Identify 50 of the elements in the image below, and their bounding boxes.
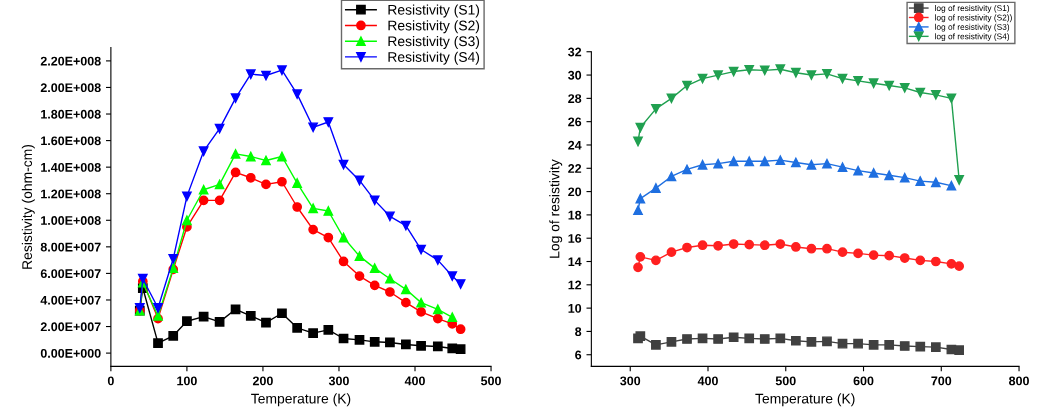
x-tick-label: 400 xyxy=(697,376,718,386)
y-tick-label: 1.60E+008 xyxy=(41,136,101,146)
y-tick-label: 8.00E+007 xyxy=(40,242,101,252)
y-tick-label: 18 xyxy=(568,210,582,220)
x-tick-label: 300 xyxy=(328,376,349,386)
y-tick-label: 16 xyxy=(568,234,582,243)
y-axis-title: Resistivity (ohm-cm) xyxy=(21,144,35,269)
y-tick-label: 1.80E+008 xyxy=(41,109,101,119)
y-tick-label: 6 xyxy=(575,350,582,360)
x-tick-label: 800 xyxy=(1009,376,1029,386)
legend-label: log of resistivity (S2)) xyxy=(935,14,1012,23)
legend-label: Resistivity (S1) xyxy=(388,4,480,18)
x-tick-label: 600 xyxy=(853,376,874,386)
y-tick-label: 12 xyxy=(568,280,582,290)
y-tick-label: 28 xyxy=(568,94,582,104)
y-tick-label: 6.00E+007 xyxy=(40,269,101,279)
x-tick-label: 700 xyxy=(931,376,952,386)
legend-label: Resistivity (S3) xyxy=(388,35,480,49)
x-tick-label: 100 xyxy=(177,376,197,386)
y-axis-title: Log of resistivity xyxy=(549,159,563,258)
y-tick-label: 2.00E+008 xyxy=(40,83,101,93)
x-tick-label: 400 xyxy=(404,376,425,386)
y-tick-label: 4.00E+007 xyxy=(40,295,101,305)
y-tick-label: 14 xyxy=(568,257,582,267)
y-tick-label: 26 xyxy=(568,117,582,127)
x-tick-label: 300 xyxy=(620,376,641,386)
y-tick-label: 24 xyxy=(568,140,582,150)
y-tick-label: 22 xyxy=(568,164,582,173)
x-tick-label: 200 xyxy=(252,376,273,386)
legend-label: Resistivity (S4) xyxy=(388,51,480,65)
x-tick-label: 500 xyxy=(775,376,796,386)
legend-label: log of resistivity (S4) xyxy=(935,33,1010,41)
y-tick-label: 0.00E+000 xyxy=(40,348,101,358)
y-tick-label: 1.20E+008 xyxy=(41,189,101,199)
y-tick-label: 32 xyxy=(568,47,582,57)
y-tick-label: 1.40E+008 xyxy=(41,162,101,172)
y-tick-label: 2.00E+007 xyxy=(40,322,101,332)
y-tick-label: 20 xyxy=(568,187,582,197)
y-tick-label: 2.20E+008 xyxy=(40,56,101,66)
x-tick-label: 500 xyxy=(481,376,501,386)
y-tick-label: 10 xyxy=(568,303,582,313)
legend-label: log of resistivity (S3) xyxy=(935,23,1010,32)
x-tick-label: 0 xyxy=(107,376,114,386)
y-tick-label: 8 xyxy=(575,327,582,337)
legend-label: log of resistivity (S1) xyxy=(935,4,1010,13)
y-tick-label: 30 xyxy=(568,70,582,80)
x-axis-title: Temperature (K) xyxy=(251,393,351,407)
x-axis-title: Temperature (K) xyxy=(755,393,855,407)
y-tick-label: 1.00E+008 xyxy=(41,216,101,225)
legend-label: Resistivity (S2) xyxy=(388,20,480,34)
